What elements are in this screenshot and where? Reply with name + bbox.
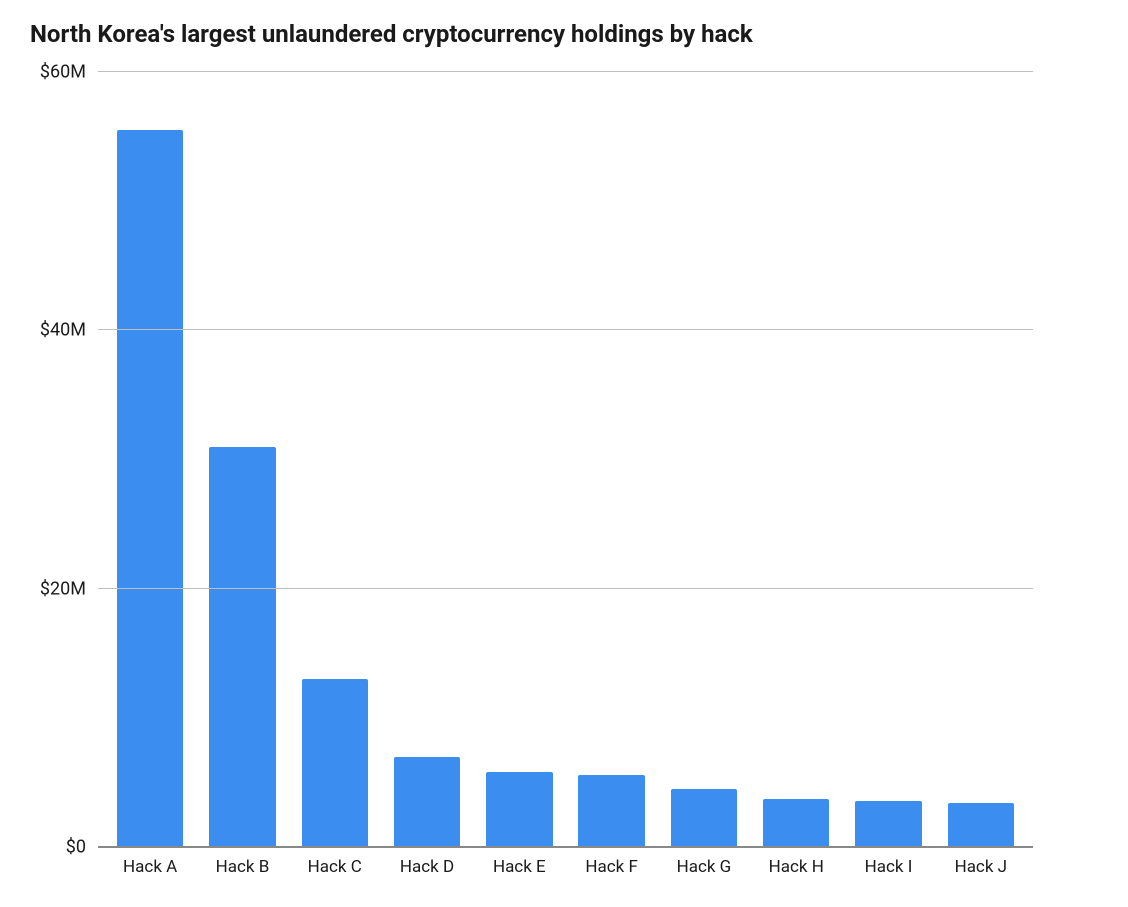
bar-slot: [750, 72, 842, 847]
plot-area: $0$20M$40M$60M: [98, 72, 1033, 847]
bar: [855, 801, 921, 848]
y-tick-label: $20M: [40, 578, 86, 599]
bar: [671, 789, 737, 847]
x-axis-line: [98, 846, 1033, 848]
bar-slot: [935, 72, 1027, 847]
bar: [763, 799, 829, 847]
x-tick-label: Hack B: [196, 857, 288, 877]
chart-title: North Korea's largest unlaundered crypto…: [30, 20, 1098, 48]
bar: [302, 679, 368, 847]
bar-slot: [473, 72, 565, 847]
bar: [394, 757, 460, 847]
x-tick-label: Hack I: [842, 857, 934, 877]
bar: [486, 772, 552, 847]
bar-slot: [196, 72, 288, 847]
x-axis-labels: Hack AHack BHack CHack DHack EHack FHack…: [98, 857, 1033, 877]
gridline: [98, 588, 1033, 589]
gridline: [98, 329, 1033, 330]
bars-group: [98, 72, 1033, 847]
bar-slot: [289, 72, 381, 847]
bar-slot: [381, 72, 473, 847]
bar-slot: [842, 72, 934, 847]
y-tick-label: $60M: [40, 62, 86, 83]
x-tick-label: Hack J: [935, 857, 1027, 877]
bar-slot: [658, 72, 750, 847]
x-tick-label: Hack H: [750, 857, 842, 877]
bar: [117, 130, 183, 847]
x-tick-label: Hack A: [104, 857, 196, 877]
x-tick-label: Hack G: [658, 857, 750, 877]
chart-container: $0$20M$40M$60M Hack AHack BHack CHack DH…: [30, 72, 1098, 887]
gridline: [98, 71, 1033, 72]
bar: [948, 803, 1014, 847]
bar: [578, 775, 644, 847]
y-tick-label: $0: [66, 837, 86, 858]
bar-slot: [565, 72, 657, 847]
bar-slot: [104, 72, 196, 847]
y-tick-label: $40M: [40, 320, 86, 341]
x-tick-label: Hack D: [381, 857, 473, 877]
x-tick-label: Hack F: [565, 857, 657, 877]
bar: [209, 447, 275, 847]
x-tick-label: Hack E: [473, 857, 565, 877]
x-tick-label: Hack C: [289, 857, 381, 877]
